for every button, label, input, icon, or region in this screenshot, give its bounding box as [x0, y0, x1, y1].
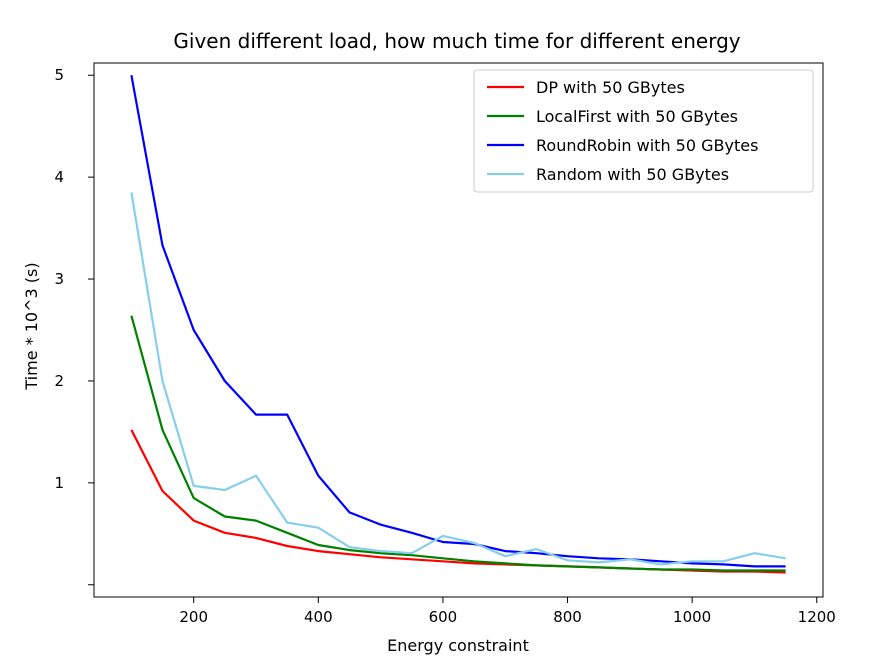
x-tick-label: 1200 — [798, 608, 836, 626]
series-line-3 — [130, 192, 786, 566]
x-tick-label: 200 — [179, 608, 208, 626]
x-tick-label: 400 — [304, 608, 333, 626]
y-tick-label: 1 — [54, 474, 64, 492]
y-axis-label: Time * 10^3 (s) — [22, 262, 41, 390]
legend-box — [473, 69, 814, 193]
x-tick-label: 1000 — [673, 608, 711, 626]
legend-label: Random with 50 GBytes — [536, 165, 729, 184]
series-line-0 — [130, 429, 786, 574]
plot-area — [93, 62, 824, 598]
x-axis-label: Energy constraint — [387, 636, 529, 655]
series-lines — [130, 75, 786, 574]
legend-label: DP with 50 GBytes — [536, 78, 685, 97]
y-tick-label: 3 — [54, 270, 64, 288]
legend-label: LocalFirst with 50 GBytes — [536, 107, 738, 126]
y-axis: 1 2 3 4 5 — [54, 66, 94, 586]
y-tick-label: 2 — [54, 372, 64, 390]
y-tick-label: 4 — [54, 168, 64, 186]
y-tick-label: 5 — [54, 66, 64, 84]
x-tick-label: 600 — [429, 608, 458, 626]
chart-title: Given different load, how much time for … — [173, 29, 740, 53]
series-line-1 — [130, 315, 786, 572]
legend-label: RoundRobin with 50 GBytes — [536, 136, 758, 155]
legend: DP with 50 GBytes LocalFirst with 50 GByt… — [473, 69, 814, 193]
x-axis: 200 400 600 800 1000 1200 — [179, 597, 836, 626]
x-tick-label: 800 — [553, 608, 582, 626]
